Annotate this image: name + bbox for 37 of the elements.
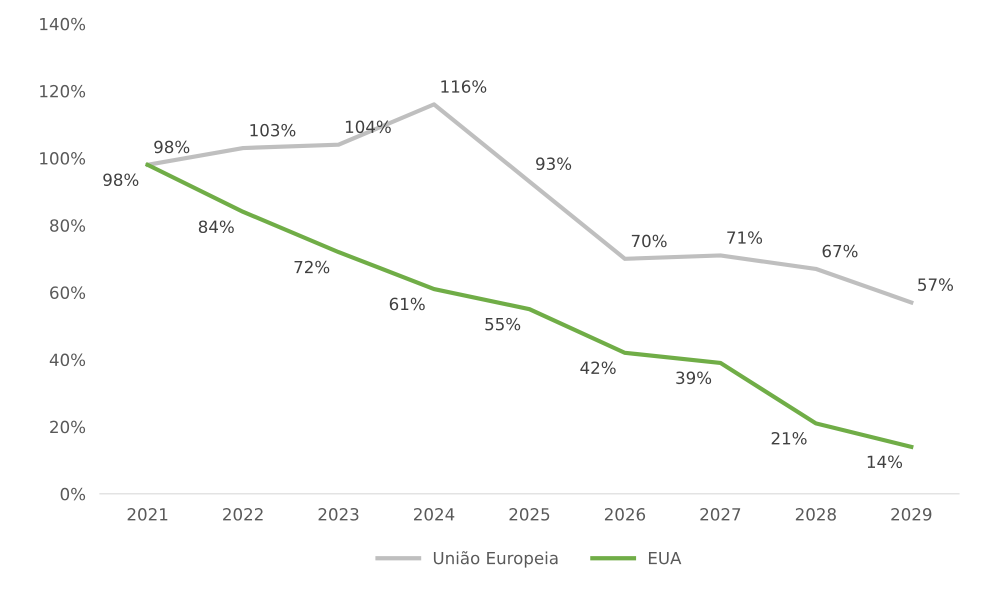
data-label: 116% <box>441 80 486 93</box>
legend-label: EUA <box>648 552 682 564</box>
data-label: 104% <box>346 120 391 134</box>
data-label: 84% <box>198 220 234 234</box>
data-label: 98% <box>154 140 190 154</box>
x-tick-label: 2023 <box>318 508 358 521</box>
data-label: 61% <box>390 298 425 310</box>
data-label: 55% <box>485 318 520 330</box>
data-label: 71% <box>727 231 762 244</box>
data-label: 70% <box>632 234 667 248</box>
data-label: 21% <box>772 432 807 445</box>
data-label: 57% <box>918 278 953 291</box>
x-tick-label: 2021 <box>128 508 168 521</box>
y-tick-label: 100% <box>40 152 86 165</box>
x-tick-label: 2024 <box>414 508 454 521</box>
y-tick-label: 80% <box>50 219 86 232</box>
data-label: 98% <box>103 173 138 186</box>
y-tick-label: 60% <box>50 286 86 299</box>
data-label: 93% <box>536 157 572 170</box>
y-tick-label: 20% <box>50 420 86 434</box>
y-tick-label: 40% <box>50 354 86 366</box>
y-tick-label: 0% <box>60 488 86 500</box>
data-label: 14% <box>868 455 902 468</box>
x-tick-label: 2027 <box>700 508 740 521</box>
x-tick-label: 2025 <box>509 508 550 521</box>
x-tick-label: 2026 <box>604 508 646 521</box>
data-label: 103% <box>250 124 296 136</box>
x-tick-label: 2028 <box>796 508 836 521</box>
y-tick-label: 120% <box>40 84 86 98</box>
y-tick-label: 140% <box>40 18 86 30</box>
x-tick-label: 2029 <box>891 508 932 521</box>
data-label: 39% <box>676 372 712 384</box>
data-label: 42% <box>580 361 616 374</box>
legend-label: União Europeia <box>434 551 558 568</box>
x-tick-label: 2022 <box>223 508 263 521</box>
data-label: 67% <box>822 244 858 258</box>
data-label: 72% <box>294 260 330 274</box>
